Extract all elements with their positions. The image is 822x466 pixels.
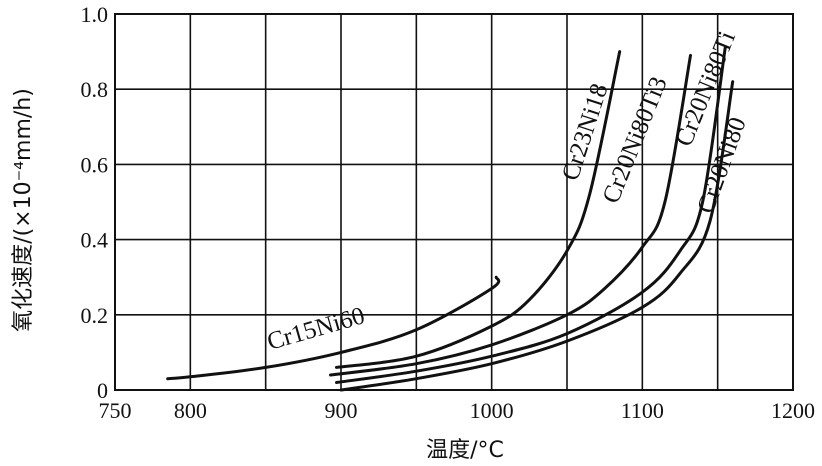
- grid: [115, 14, 793, 390]
- series-label: Cr15Ni60: [264, 302, 368, 356]
- y-tick-label: 1.0: [81, 2, 109, 27]
- y-tick-label: 0.6: [81, 152, 109, 177]
- series-line-cr20ni80: [339, 80, 735, 392]
- series-label: Cr23Ni18: [557, 80, 614, 183]
- tick-labels: 750 800 900 1000 1100 1200 0 0.2 0.4 0.6 0.8 1.0: [81, 2, 816, 423]
- y-tick-label: 0.4: [81, 228, 109, 253]
- y-tick-label: 0.8: [81, 77, 109, 102]
- y-tick-label: 0.2: [81, 303, 109, 328]
- series-line-cr20ni80ti: [335, 46, 727, 384]
- y-axis-title: 氧化速度/(×10⁻⁴mm/h): [11, 88, 36, 332]
- plot-frame: [114, 13, 794, 391]
- x-tick-label: 800: [174, 398, 207, 423]
- x-tick-label: 1100: [621, 398, 664, 423]
- y-tick-label: 0: [97, 378, 108, 403]
- x-tick-label: 900: [325, 398, 358, 423]
- series-labels: Cr15Ni60Cr23Ni18Cr20Ni80Ti3Cr20Ni80TiCr2…: [264, 28, 752, 356]
- x-tick-label: 1200: [771, 398, 815, 423]
- x-tick-label: 750: [99, 398, 132, 423]
- series-line-cr23ni18: [335, 50, 622, 369]
- series-line-cr15ni60: [166, 275, 501, 381]
- x-tick-label: 1000: [470, 398, 514, 423]
- series-curves: [166, 46, 735, 392]
- series-line-cr20ni80ti3: [329, 53, 692, 377]
- x-axis-title: 温度/°C: [426, 438, 504, 463]
